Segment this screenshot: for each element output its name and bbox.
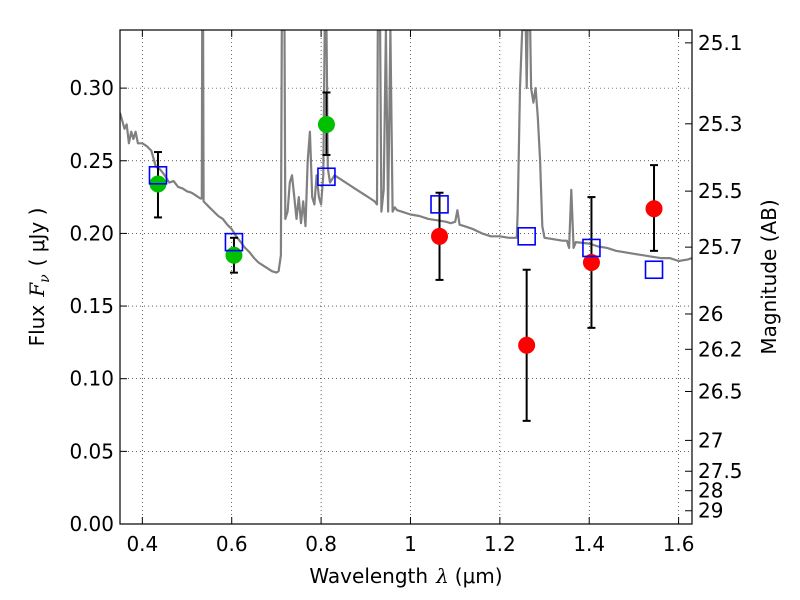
x-tick-label: 1: [404, 532, 417, 556]
y-tick-label: 0.30: [69, 76, 114, 100]
y-tick-label: 0.25: [69, 149, 114, 173]
model-photometry-square: [148, 165, 168, 185]
model-photometry-square: [517, 227, 536, 246]
model-photometry-square: [644, 260, 664, 280]
y-tick-label: 0.20: [69, 221, 114, 245]
x-axis-label-symbol: λ: [435, 564, 449, 588]
x-tick-label: 1.4: [573, 532, 605, 556]
y2-tick-label: 25.1: [698, 31, 743, 55]
nir-data-point: [518, 336, 536, 354]
y2-tick-label: 25.7: [698, 235, 743, 259]
optical-data-point: [225, 246, 243, 264]
model-photometry-square: [582, 238, 601, 258]
y2-tick-label: 26.2: [698, 337, 743, 361]
x-axis-label-unit: (μm): [455, 564, 503, 588]
x-tick-label: 1.6: [663, 532, 695, 556]
y-tick-label: 0.00: [69, 512, 114, 536]
nir-data-point: [645, 200, 663, 218]
y-tick-label: 0.10: [69, 367, 114, 391]
nir-data-point: [431, 227, 449, 245]
x-tick-label: 1.2: [484, 532, 516, 556]
optical-data-point: [317, 115, 335, 133]
spectrum-line: [120, 30, 692, 274]
x-tick-label: 0.4: [126, 532, 158, 556]
axis-ticks: 0.4 0.6 0.8 1 1.2 1.4 1.6 0.00 0.05 0.10 0.15 0.20 0…: [69, 30, 743, 556]
y2-tick-label: 26: [698, 302, 723, 326]
model-photometry-square: [430, 195, 449, 214]
y2-tick-label: 25.3: [698, 112, 743, 136]
x-tick-label: 0.6: [216, 532, 248, 556]
y2-tick-label: 25.5: [698, 179, 743, 203]
x-tick-label: 0.8: [305, 532, 337, 556]
y2-tick-label: 27: [698, 428, 723, 452]
plot-frame: [119, 29, 693, 525]
model-spectrum: [120, 30, 692, 274]
grid-lines: [120, 30, 692, 525]
y2-axis-label: Magnitude (AB): [757, 199, 781, 354]
y-tick-label: 0.05: [69, 439, 114, 463]
data-markers: [149, 115, 663, 354]
model-photometry-square: [224, 232, 244, 252]
y-axis-label-prefix: Flux: [25, 305, 49, 347]
x-axis-label-prefix: Wavelength: [309, 564, 428, 588]
y-axis-label: Flux Fν ( μJy ): [25, 208, 53, 347]
y2-tick-label: 26.5: [698, 379, 743, 403]
model-photometry-markers: [148, 165, 664, 280]
y2-tick-label: 29: [698, 499, 723, 523]
y-tick-label: 0.15: [69, 294, 114, 318]
model-photometry-square: [317, 167, 336, 187]
y2-tick-label: 27.5: [698, 459, 743, 483]
nir-data-point: [582, 253, 600, 271]
x-axis-label: Wavelength λ (μm): [309, 564, 502, 588]
y-axis-label-symbol: F: [25, 282, 49, 298]
y-axis-label-subscript: ν: [37, 274, 53, 283]
y-axis-label-unit: ( μJy ): [25, 208, 49, 267]
y2-tick-label: 28: [698, 479, 723, 503]
